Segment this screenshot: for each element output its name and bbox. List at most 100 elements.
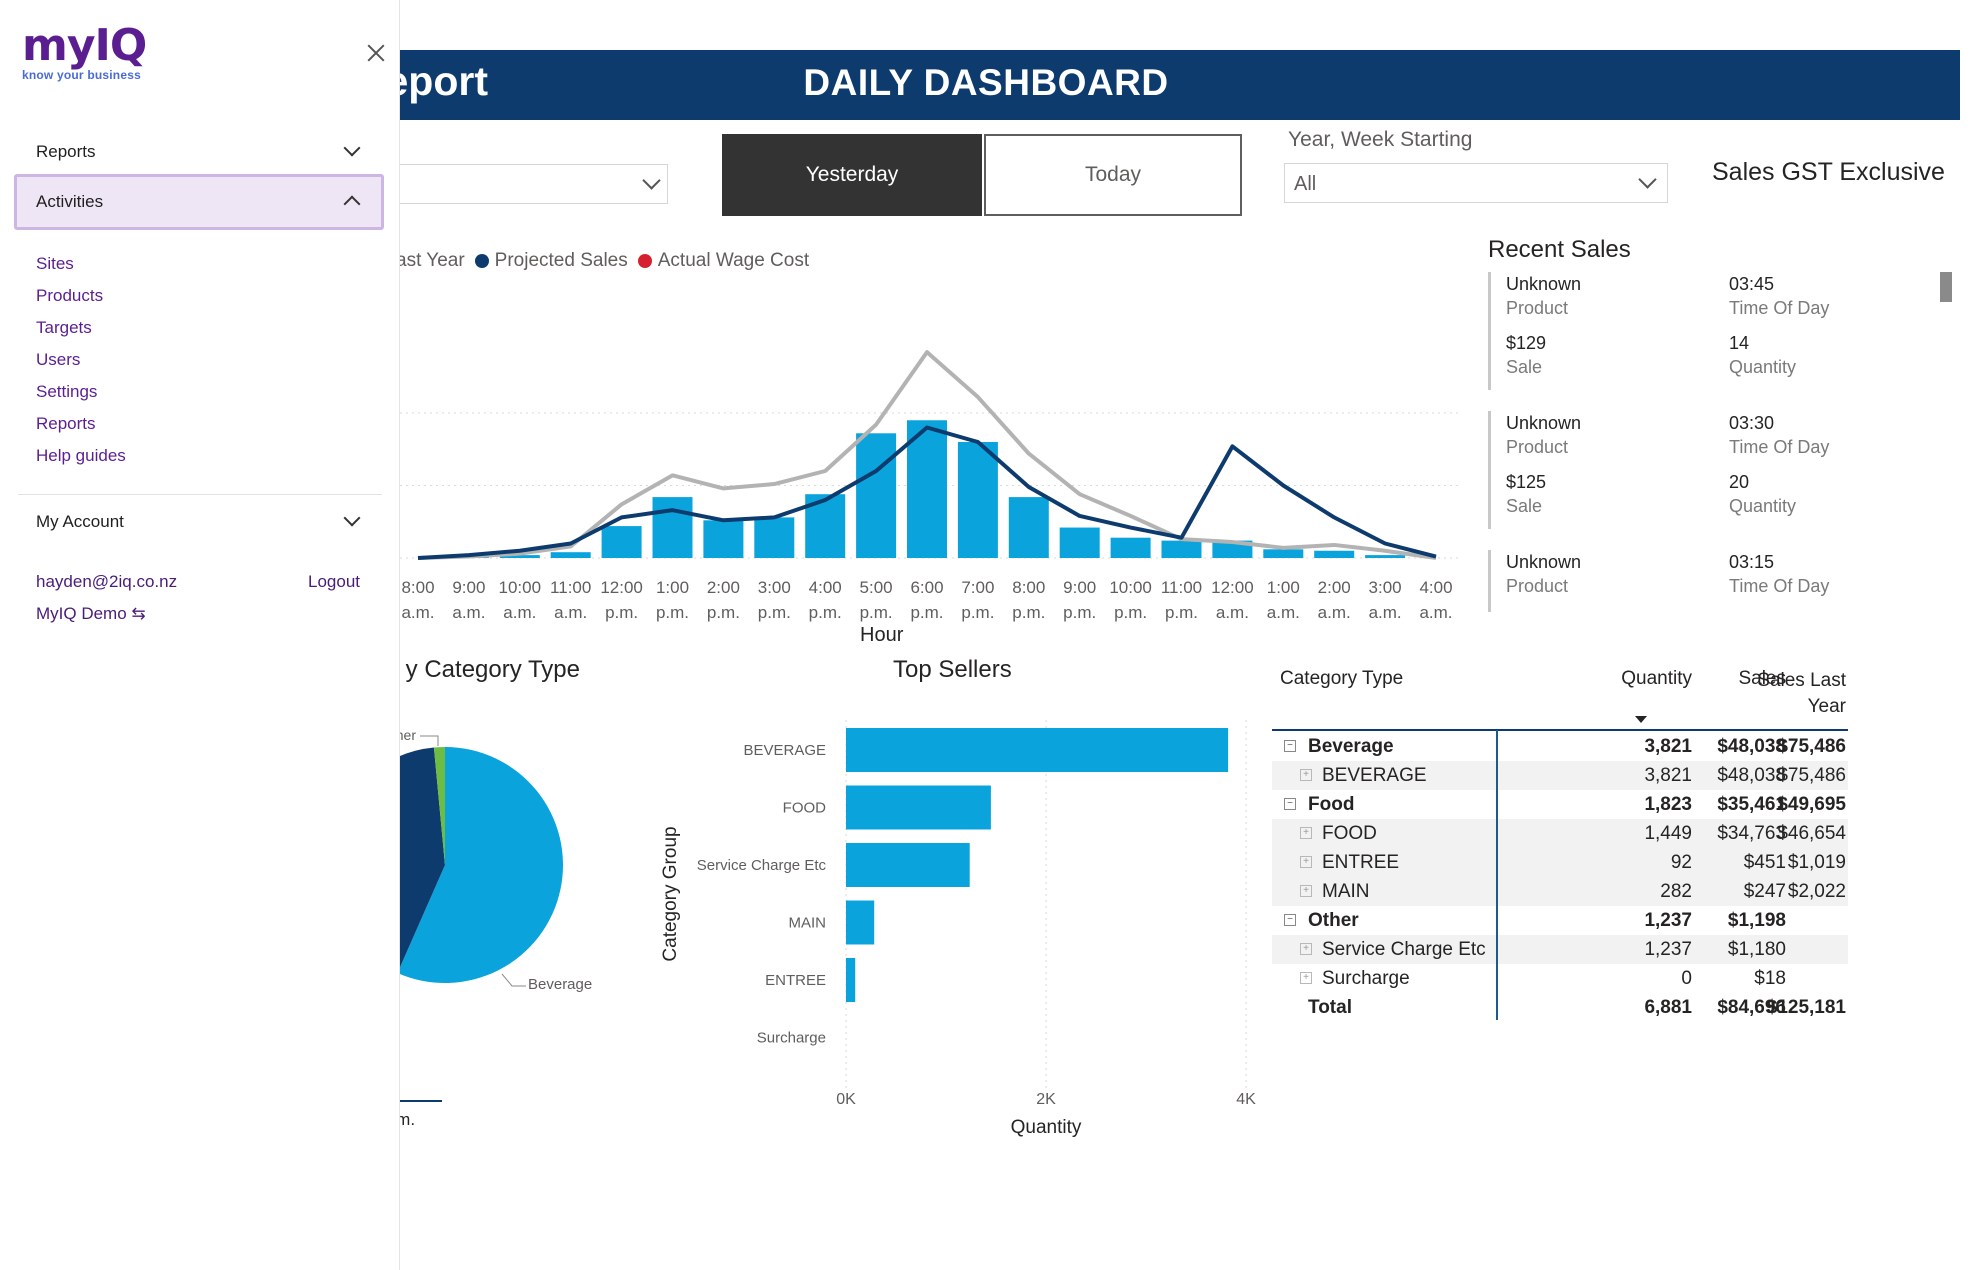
matrix-cell-sales-last-year: $1,019 bbox=[1787, 852, 1846, 873]
logo[interactable]: myIQ know your business bbox=[22, 20, 147, 83]
sidebar-item-users[interactable]: Users bbox=[36, 350, 81, 369]
year-filter-dropdown[interactable]: All bbox=[1284, 163, 1668, 203]
x-tick-label: p.m. bbox=[758, 603, 791, 622]
collapse-icon[interactable]: − bbox=[1284, 798, 1296, 810]
top-seller-bar bbox=[846, 958, 856, 1002]
collapse-icon[interactable]: − bbox=[1284, 914, 1296, 926]
sidebar-section-label: Activities bbox=[36, 192, 104, 211]
pie-chart-title: y Category Type bbox=[405, 656, 580, 683]
sidebar-section-activities[interactable]: Activities bbox=[14, 174, 384, 230]
logo-wordmark: myIQ bbox=[22, 20, 147, 71]
matrix-header-quantity[interactable]: Quantity bbox=[1621, 668, 1692, 689]
logout-link[interactable]: Logout bbox=[308, 572, 360, 591]
matrix-cell-quantity: 1,449 bbox=[1644, 823, 1692, 844]
recent-sale-product: Unknown bbox=[1506, 274, 1582, 294]
hourly-bar bbox=[1161, 540, 1202, 558]
pie-slice bbox=[433, 747, 445, 865]
matrix-row-label: MAIN bbox=[1322, 881, 1370, 902]
matrix-total-row: Total 6,881 $84,696 $125,181 bbox=[1272, 993, 1848, 1022]
x-tick-label: p.m. bbox=[656, 603, 689, 622]
x-tick-label: 2K bbox=[1036, 1091, 1056, 1108]
switch-account-link[interactable]: MyIQ Demo ⇆ bbox=[36, 604, 146, 623]
matrix-header-sales-last-year-line2: Year bbox=[1807, 696, 1846, 717]
close-icon[interactable] bbox=[362, 40, 390, 68]
matrix-group-row[interactable]: − Food 1,823 $35,461 $49,695 bbox=[1272, 790, 1848, 819]
x-tick-label: 11:00 bbox=[1161, 578, 1202, 597]
sidebar-section-reports[interactable]: Reports bbox=[14, 124, 384, 180]
sidebar-item-sites[interactable]: Sites bbox=[36, 254, 74, 273]
hourly-bar bbox=[1365, 555, 1406, 558]
pie-label-other: her bbox=[395, 727, 416, 743]
recent-sale-product: Unknown bbox=[1506, 552, 1582, 572]
x-tick-label: 0K bbox=[836, 1091, 856, 1108]
x-tick-label: p.m. bbox=[1063, 603, 1096, 622]
yesterday-button[interactable]: Yesterday bbox=[722, 134, 982, 216]
expand-icon[interactable]: + bbox=[1300, 856, 1312, 868]
collapse-icon[interactable]: − bbox=[1284, 740, 1296, 752]
recent-sale-card: Unknown Product 03:30 Time Of Day $125 Sale 20… bbox=[1488, 411, 1888, 529]
today-button[interactable]: Today bbox=[984, 134, 1242, 216]
sidebar-item-products[interactable]: Products bbox=[36, 286, 104, 305]
matrix-row[interactable]: + MAIN 282 $247 $2,022 bbox=[1272, 877, 1848, 906]
recent-sales-scrollbar[interactable] bbox=[1940, 272, 1952, 302]
matrix-row[interactable]: + Surcharge 0 $18 bbox=[1272, 964, 1848, 993]
sidebar-item-settings[interactable]: Settings bbox=[36, 382, 98, 401]
hourly-bar bbox=[601, 526, 642, 558]
matrix-total-sales: $84,696 bbox=[1717, 997, 1786, 1018]
x-axis-title: Quantity bbox=[1011, 1117, 1082, 1138]
x-tick-label: 2:00 bbox=[1318, 578, 1351, 597]
last-year-line bbox=[417, 350, 1437, 560]
matrix-cell-quantity: 3,821 bbox=[1644, 736, 1692, 757]
x-tick-label: 4K bbox=[1236, 1091, 1256, 1108]
matrix-cell-sales: $18 bbox=[1754, 968, 1786, 989]
matrix-group-row[interactable]: − Other 1,237 $1,198 bbox=[1272, 906, 1848, 935]
expand-icon[interactable]: + bbox=[1300, 769, 1312, 781]
legend-label: Actual Wage Cost bbox=[657, 250, 810, 271]
recent-sale-time: 03:15 bbox=[1729, 552, 1775, 572]
hourly-bar bbox=[499, 555, 540, 558]
x-tick-label: 3:00 bbox=[1369, 578, 1402, 597]
expand-icon[interactable]: + bbox=[1300, 885, 1312, 897]
category-tick-label: MAIN bbox=[789, 915, 827, 932]
matrix-row[interactable]: + BEVERAGE 3,821 $48,038 $75,486 bbox=[1272, 761, 1848, 790]
matrix-cell-sales: $247 bbox=[1743, 881, 1786, 902]
x-tick-label: 8:00 bbox=[401, 578, 434, 597]
expand-icon[interactable]: + bbox=[1300, 972, 1312, 984]
pie-leader-line bbox=[420, 735, 439, 746]
legend-label: ast Year bbox=[396, 250, 465, 271]
recent-sale-quantity-label: Quantity bbox=[1729, 496, 1797, 516]
x-tick-label: a.m. bbox=[1369, 603, 1402, 622]
sidebar-item-reports[interactable]: Reports bbox=[36, 414, 96, 433]
sidebar-item-help-guides[interactable]: Help guides bbox=[36, 446, 126, 465]
sales-gst-label: Sales GST Exclusive bbox=[1712, 158, 1945, 186]
matrix-row-label: FOOD bbox=[1322, 823, 1377, 844]
x-tick-label: p.m. bbox=[961, 603, 994, 622]
matrix-cell-sales-last-year: $75,486 bbox=[1777, 736, 1846, 757]
category-tick-label: Surcharge bbox=[757, 1030, 826, 1047]
matrix-row[interactable]: + Service Charge Etc 1,237 $1,180 bbox=[1272, 935, 1848, 964]
matrix-cell-sales: $35,461 bbox=[1717, 794, 1786, 815]
sort-descending-icon[interactable] bbox=[1635, 716, 1647, 723]
top-sellers-chart: BEVERAGE FOOD Service Charge Etc MAIN ENTREE… bbox=[660, 720, 1256, 1138]
recent-sales-title: Recent Sales bbox=[1488, 236, 1631, 263]
matrix-row[interactable]: + ENTREE 92 $451 $1,019 bbox=[1272, 848, 1848, 877]
matrix-header-sales[interactable]: Sales bbox=[1738, 668, 1786, 689]
matrix-row-label: BEVERAGE bbox=[1322, 765, 1427, 786]
year-filter-value: All bbox=[1294, 173, 1317, 195]
y-axis-title: Category Group bbox=[660, 826, 681, 961]
matrix-header-sales-last-year[interactable]: Sales Last Year bbox=[1746, 668, 1846, 720]
matrix-cell-quantity: 282 bbox=[1660, 881, 1692, 902]
matrix-total-last-year: $125,181 bbox=[1766, 997, 1846, 1018]
chevron-down-icon bbox=[642, 171, 661, 190]
sidebar-section-my-account[interactable]: My Account bbox=[14, 494, 384, 550]
hourly-bar bbox=[957, 442, 998, 558]
expand-icon[interactable]: + bbox=[1300, 827, 1312, 839]
hourly-bar bbox=[856, 433, 897, 558]
pie-slice bbox=[397, 747, 563, 983]
sidebar-item-targets[interactable]: Targets bbox=[36, 318, 92, 337]
matrix-header-category[interactable]: Category Type bbox=[1280, 668, 1404, 689]
matrix-row[interactable]: + FOOD 1,449 $34,763 $46,654 bbox=[1272, 819, 1848, 848]
matrix-cell-sales: $1,180 bbox=[1727, 939, 1786, 960]
matrix-group-row[interactable]: − Beverage 3,821 $48,038 $75,486 bbox=[1272, 732, 1848, 761]
expand-icon[interactable]: + bbox=[1300, 943, 1312, 955]
